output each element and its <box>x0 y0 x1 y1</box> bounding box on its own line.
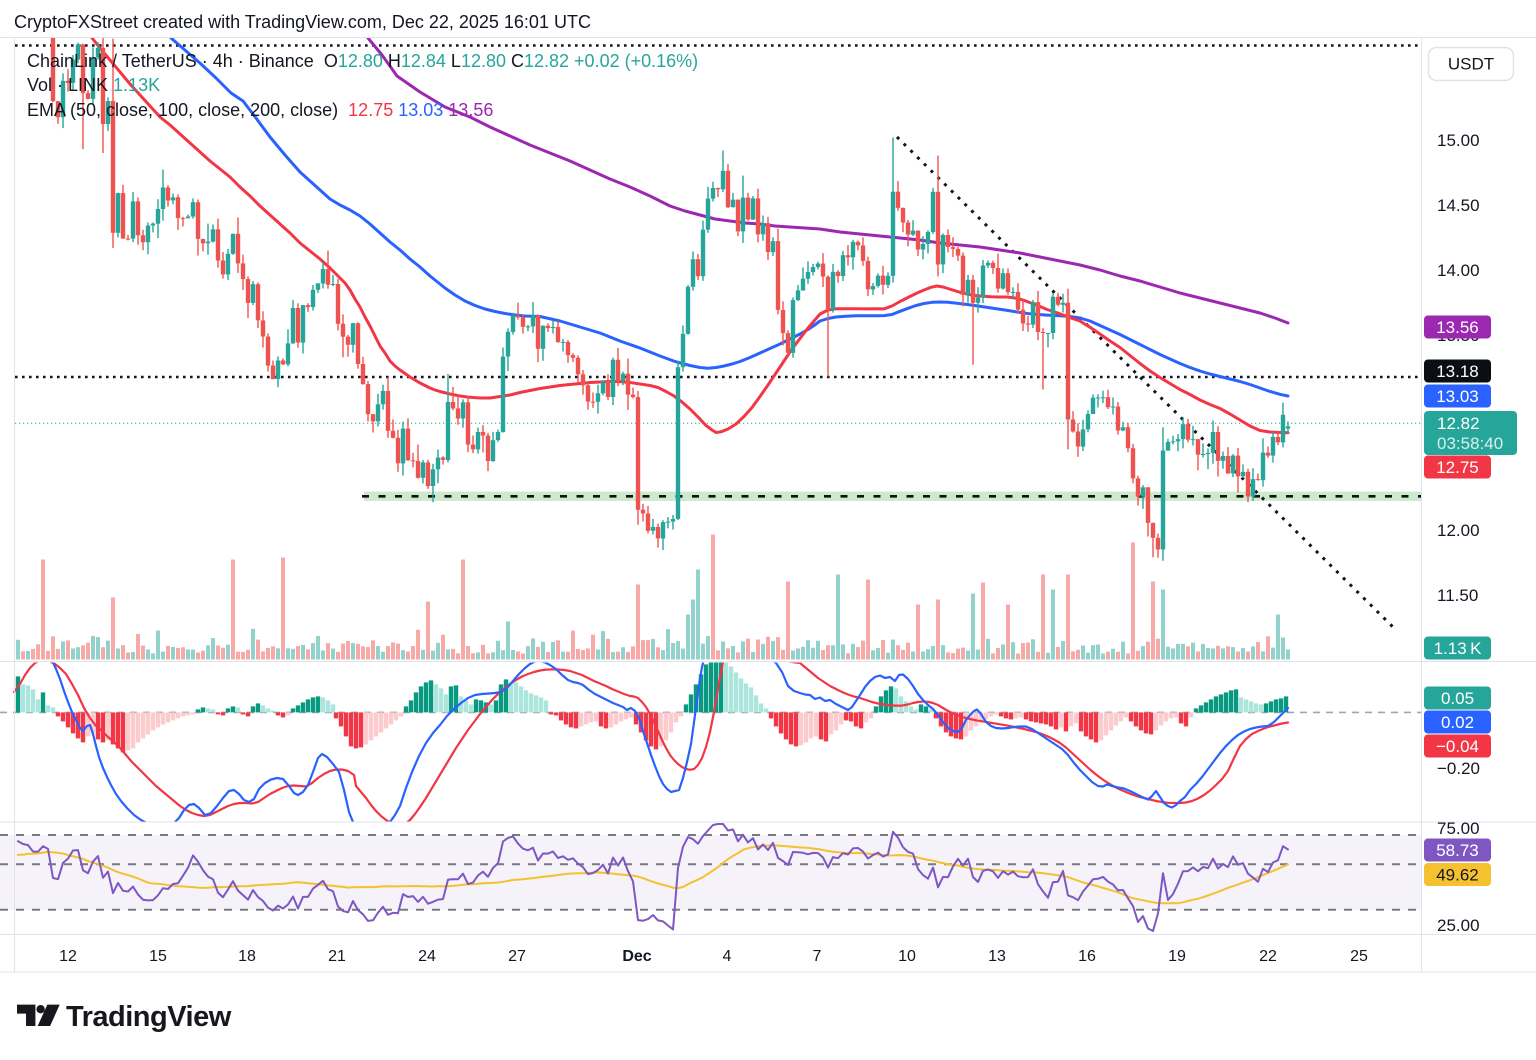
svg-text:−0.20: −0.20 <box>1437 759 1480 778</box>
svg-text:25.00: 25.00 <box>1437 916 1480 935</box>
svg-text:15: 15 <box>149 948 167 965</box>
svg-text:Dec: Dec <box>622 948 651 965</box>
svg-text:ChainLink / TetherUS · 4h · Bi: ChainLink / TetherUS · 4h · Binance O12.… <box>27 51 698 71</box>
svg-text:12: 12 <box>59 948 77 965</box>
svg-text:13: 13 <box>988 948 1006 965</box>
svg-text:13.03: 13.03 <box>1436 387 1479 406</box>
svg-text:14.00: 14.00 <box>1437 261 1480 280</box>
svg-text:19: 19 <box>1168 948 1186 965</box>
svg-text:58.73: 58.73 <box>1436 841 1479 860</box>
svg-text:14.50: 14.50 <box>1437 196 1480 215</box>
svg-text:13.56: 13.56 <box>1436 318 1479 337</box>
svg-text:4: 4 <box>723 948 732 965</box>
svg-text:CryptoFXStreet created with Tr: CryptoFXStreet created with TradingView.… <box>14 12 591 32</box>
svg-text:27: 27 <box>508 948 526 965</box>
svg-text:21: 21 <box>328 948 346 965</box>
svg-text:0.05: 0.05 <box>1441 689 1474 708</box>
svg-text:25: 25 <box>1350 948 1368 965</box>
svg-text:−0.04: −0.04 <box>1436 737 1479 756</box>
svg-text:13.18: 13.18 <box>1436 362 1479 381</box>
svg-text:18: 18 <box>238 948 256 965</box>
svg-text:USDT: USDT <box>1448 55 1494 74</box>
svg-text:15.00: 15.00 <box>1437 131 1480 150</box>
svg-text:0.02: 0.02 <box>1441 713 1474 732</box>
svg-text:7: 7 <box>813 948 822 965</box>
svg-text:12.00: 12.00 <box>1437 521 1480 540</box>
svg-text:12.82: 12.82 <box>1437 414 1480 433</box>
svg-text:EMA (50, close, 100, close, 20: EMA (50, close, 100, close, 200, close) … <box>27 100 493 120</box>
svg-text:03:58:40: 03:58:40 <box>1437 434 1503 453</box>
svg-text:TradingView: TradingView <box>66 1001 232 1033</box>
svg-text:49.62: 49.62 <box>1436 866 1479 885</box>
svg-text:10: 10 <box>898 948 916 965</box>
svg-text:1.13 K: 1.13 K <box>1434 639 1482 658</box>
svg-text:22: 22 <box>1259 948 1277 965</box>
svg-text:16: 16 <box>1078 948 1096 965</box>
svg-text:12.75: 12.75 <box>1436 458 1479 477</box>
svg-text:Vol · LINK 1.13K: Vol · LINK 1.13K <box>27 75 160 95</box>
svg-text:11.50: 11.50 <box>1437 586 1478 605</box>
svg-text:75.00: 75.00 <box>1437 819 1480 838</box>
svg-text:24: 24 <box>418 948 436 965</box>
